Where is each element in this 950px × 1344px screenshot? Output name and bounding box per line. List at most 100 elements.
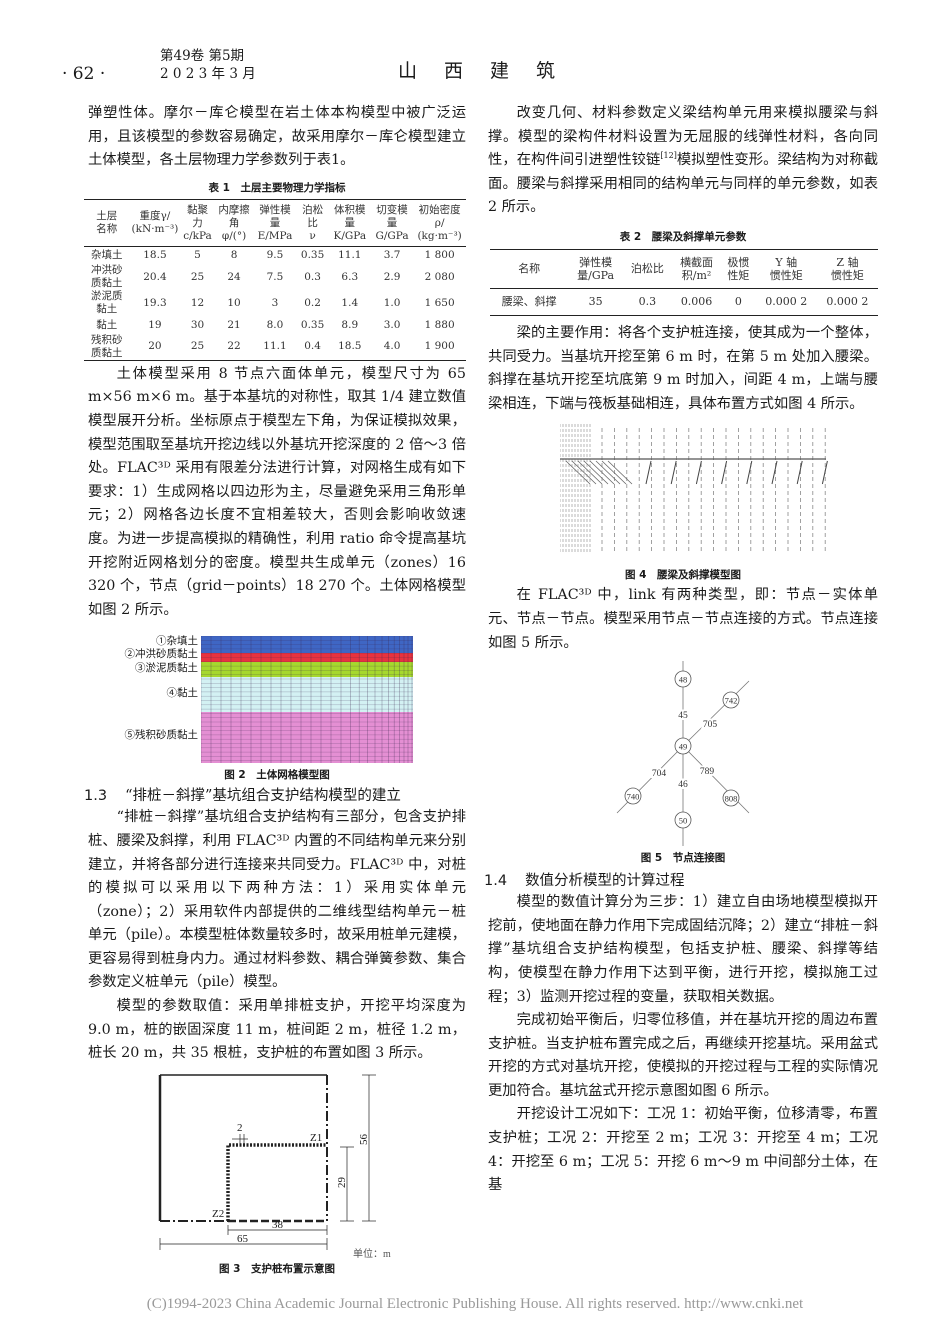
citation-ref[interactable]: [12] [660, 151, 677, 161]
figure-2: ①杂填土 ②冲洪砂质黏土 ③淤泥质黏土 ④黏土 ⑤残积砂质黏土 [88, 634, 466, 768]
table-cell: 残积砂质黏土 [91, 333, 123, 359]
header-line: 弹性模 [579, 255, 613, 269]
left-paragraph-2: 土体模型采用 8 节点六面体单元，模型尺寸为 65 m×56 m×6 m。基于本… [88, 365, 466, 618]
diagonal-strut [796, 461, 803, 485]
node-circle [722, 691, 740, 709]
table-cell: 3 [271, 296, 279, 309]
header-line: 泊松比 [302, 203, 324, 229]
column-header: 弹性模 量/GPa [568, 249, 622, 288]
table-row: 残积砂质黏土 20 25 22 11.1 0.4 18.5 4.0 1 900 [84, 334, 466, 361]
dim-spacing: 2 [237, 1122, 243, 1134]
table-cell: 6.3 [341, 270, 359, 283]
left-paragraph-1: 弹塑性体。摩尔－库仑模型在岩土体本构模型中被广泛运用，且该模型的参数容易确定，故… [88, 105, 466, 169]
journal-title: 山 西 建 筑 [398, 60, 560, 82]
table-cell: 18.5 [143, 249, 167, 262]
unit-label: 单位：m [353, 1247, 391, 1260]
diagonal-strut [821, 461, 828, 485]
table-cell: 19 [148, 318, 162, 331]
section-1-4-heading: 1.4 数值分析模型的计算过程 [484, 871, 878, 891]
table-cell: 8.9 [341, 318, 359, 331]
node-label: 742 [725, 695, 738, 705]
table2-caption: 表 2 腰梁及斜撑单元参数 [619, 230, 747, 243]
diagonal-strut [583, 461, 609, 485]
header-line: 惯性矩 [830, 268, 864, 282]
table-cell: 5 [194, 249, 201, 262]
column-header: 极惯 性矩 [721, 249, 756, 288]
header-line: G/GPa [375, 229, 409, 242]
header-line: 横截面 [680, 255, 714, 269]
table-cell: 杂填土 [91, 249, 123, 262]
table-cell: 2 080 [424, 270, 455, 283]
dim-65: 65 [237, 1233, 249, 1245]
table-cell: 12 [190, 296, 205, 309]
header-line: ν [309, 229, 316, 242]
header-line: 名称 [96, 223, 118, 236]
section-1-3-heading: 1.3 “排桩－斜撑”基坑组合支护结构模型的建立 [84, 786, 466, 806]
column-header: 重度γ/(kN·m⁻³) [130, 199, 181, 246]
table-cell: 7.5 [266, 270, 284, 283]
header-line: 量/GPa [577, 268, 615, 282]
section-title: “排桩－斜撑”基坑组合支护结构模型的建立 [125, 788, 401, 805]
table1-caption: 表 1 土层主要物理力学指标 [208, 181, 346, 194]
table-cell: 冲洪砂质黏土 [91, 264, 123, 290]
diagonal-strut [595, 461, 621, 485]
figure-4 [488, 416, 878, 566]
node-circle [722, 789, 740, 807]
diagonal-strut [607, 461, 633, 485]
table-cell: 20.4 [143, 270, 167, 283]
table-cell: 11.1 [263, 340, 287, 353]
table-row: 杂填土 18.5 5 8 9.5 0.35 11.1 3.7 1 800 [84, 246, 466, 264]
column-header: 黏聚力 c/kPa [180, 199, 214, 246]
table-cell: 0.3 [638, 295, 657, 309]
table-cell: 30 [190, 318, 205, 331]
header-line: 名称 [518, 262, 541, 276]
table-cell: 3.7 [383, 249, 401, 262]
soil-layer-band [201, 712, 413, 764]
link-46: 46 [678, 780, 688, 790]
table-cell: 0.35 [300, 318, 325, 331]
table-cell: 9.5 [266, 249, 284, 262]
node-circle [624, 787, 642, 805]
node-circle [674, 811, 692, 829]
left-column: 弹塑性体。摩尔－库仑模型在岩土体本构模型中被广泛运用，且该模型的参数容易确定，故… [84, 102, 466, 1276]
link-704: 704 [652, 769, 667, 779]
table-cell: 1.0 [383, 296, 401, 309]
diagonal-strut [721, 461, 728, 485]
column-header: 内摩擦角 φ/(°) [215, 199, 254, 246]
issue-date: 2 0 2 3 年 3 月 [160, 66, 256, 82]
column-header: 弹性模量 E/MPa [253, 199, 296, 246]
figure-4-caption: 图 4 腰梁及斜撑模型图 [625, 569, 741, 582]
dim-38: 38 [272, 1219, 284, 1231]
diagonal-strut [670, 461, 677, 485]
table-cell: 19.3 [143, 296, 167, 309]
figure-3-pile-layout: 2 Z1 Z2 38 65 29 56 单位：m [158, 1074, 391, 1260]
soil-layer-band [201, 662, 413, 678]
right-paragraph-3: 在 FLAC³ᴰ 中，link 有两种类型，即：节点－实体单元、节点－节点。模型… [488, 587, 878, 651]
column-header: 土层 名称 [84, 199, 130, 246]
dim-29: 29 [336, 1176, 348, 1188]
column-header: Y 轴惯性矩 [756, 249, 817, 288]
table-row: 腰梁、斜撑 35 0.3 0.006 0 0.000 2 0.000 2 [490, 288, 878, 315]
label-z1: Z1 [310, 1132, 322, 1144]
table-cell: 20 [148, 340, 162, 353]
table-cell: 1 880 [424, 318, 455, 331]
link-45: 45 [678, 711, 688, 721]
table-cell: 18.5 [338, 340, 362, 353]
node-circle [674, 737, 692, 755]
diagonal-strut [645, 461, 652, 485]
pile-row [226, 1143, 327, 1221]
diagonal-strut [695, 461, 702, 485]
header-line: 黏聚力 [187, 203, 208, 229]
soil-layer-band [201, 653, 413, 663]
table-cell: 0.4 [304, 340, 321, 353]
table-cell: 11.1 [338, 249, 362, 262]
section-title: 数值分析模型的计算过程 [525, 873, 685, 890]
table-cell: 0.2 [304, 296, 321, 309]
section-number: 1.4 [484, 873, 508, 890]
text: 模拟塑性变形。梁结构为对称截面。腰梁与斜撑采用相同的结构单元与同样的单元参数，如… [488, 152, 878, 216]
column-header: Z 轴惯性矩 [817, 249, 878, 288]
table-2: 名称 弹性模 量/GPa 泊松比 横截面 积/m² 极惯 性矩 Y 轴惯性矩 Z 轴惯性矩 腰梁、… [490, 248, 878, 316]
soil-layer-label: ③淤泥质黏土 [135, 662, 198, 675]
header-line: 泊松比 [630, 262, 664, 276]
table-cell: 淤泥质黏土 [91, 290, 123, 316]
